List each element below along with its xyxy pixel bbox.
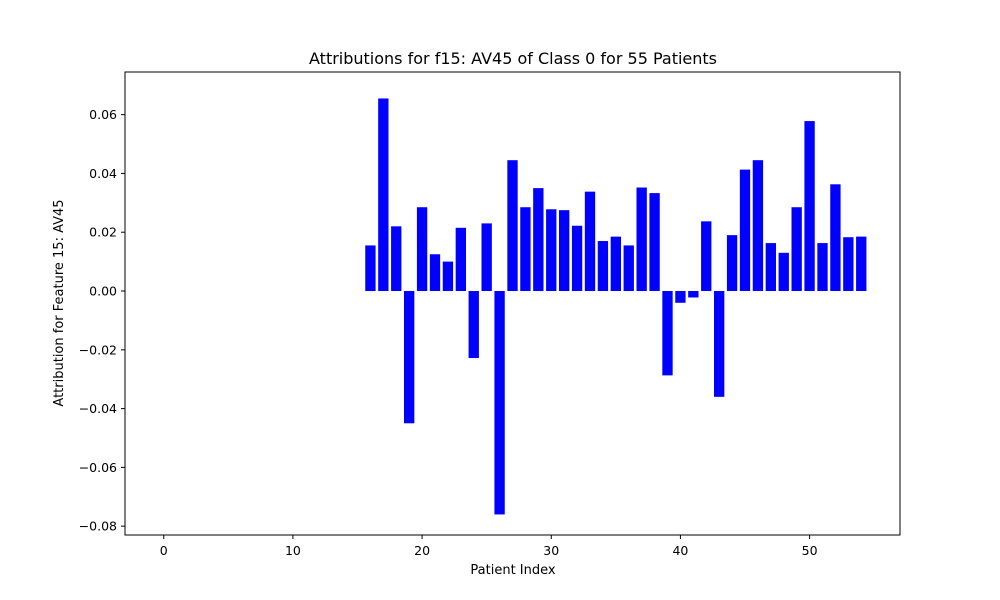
bars-group xyxy=(365,98,867,515)
bar-patient-32 xyxy=(571,225,583,292)
bar-patient-24 xyxy=(468,291,479,359)
bar-patient-45 xyxy=(739,169,751,292)
bar-patient-31 xyxy=(559,210,570,292)
bar-patient-22 xyxy=(442,261,454,292)
bar-patient-27 xyxy=(507,160,518,292)
y-tick-label: −0.06 xyxy=(79,460,117,475)
bar-patient-48 xyxy=(778,252,789,292)
x-tick-label: 10 xyxy=(285,543,301,558)
bar-patient-42 xyxy=(701,221,712,292)
bar-patient-16 xyxy=(365,245,376,292)
y-tick-label: −0.04 xyxy=(79,401,117,416)
bar-patient-33 xyxy=(584,191,596,292)
y-tick-label: 0.06 xyxy=(89,107,117,122)
bar-patient-21 xyxy=(429,254,441,292)
bar-patient-36 xyxy=(623,245,634,292)
bar-patient-41 xyxy=(688,291,699,298)
chart-title: Attributions for f15: AV45 of Class 0 fo… xyxy=(309,49,717,68)
bar-patient-47 xyxy=(765,243,776,292)
y-tick-label: −0.02 xyxy=(79,342,117,357)
bar-patient-51 xyxy=(817,243,828,292)
x-axis-label: Patient Index xyxy=(470,563,555,578)
y-tick-label: 0.00 xyxy=(89,284,117,299)
x-tick-label: 50 xyxy=(802,543,818,558)
y-axis-ticks: −0.08 −0.06 −0.04 −0.02 0.00 0.02 0.04 0.06 xyxy=(79,107,125,534)
bar-patient-38 xyxy=(649,193,660,291)
plot-frame xyxy=(124,71,901,536)
bar-patient-43 xyxy=(714,291,725,397)
x-tick-label: 30 xyxy=(543,543,559,558)
bar-patient-37 xyxy=(636,187,647,292)
y-tick-label: 0.04 xyxy=(89,166,117,181)
bar-patient-53 xyxy=(843,237,854,292)
bar-patient-26 xyxy=(494,291,505,515)
bar-patient-52 xyxy=(830,184,841,292)
bar-patient-17 xyxy=(378,98,389,292)
bar-patient-29 xyxy=(533,188,544,292)
bar-patient-18 xyxy=(391,226,402,291)
y-axis-label: Attribution for Feature 15: AV45 xyxy=(52,199,67,406)
bar-patient-46 xyxy=(752,160,764,292)
bar-patient-50 xyxy=(804,121,815,291)
bar-patient-39 xyxy=(662,291,673,376)
x-tick-label: 0 xyxy=(160,543,168,558)
bar-patient-23 xyxy=(455,227,466,291)
bar-patient-44 xyxy=(726,235,738,291)
bar-patient-28 xyxy=(520,207,531,292)
bar-patient-20 xyxy=(416,207,428,292)
x-tick-label: 40 xyxy=(672,543,688,558)
bar-patient-35 xyxy=(610,236,621,291)
y-tick-label: 0.02 xyxy=(89,225,117,240)
bar-patient-40 xyxy=(675,291,686,303)
bar-patient-34 xyxy=(597,241,609,291)
bar-patient-49 xyxy=(791,207,802,292)
bar-patient-19 xyxy=(404,291,415,424)
bar-patient-54 xyxy=(856,236,867,291)
y-tick-label: −0.08 xyxy=(79,519,117,534)
x-tick-label: 20 xyxy=(414,543,430,558)
bar-patient-25 xyxy=(481,223,492,291)
x-axis-ticks: 0 10 20 30 40 50 xyxy=(160,535,818,558)
bar-patient-30 xyxy=(546,209,557,291)
